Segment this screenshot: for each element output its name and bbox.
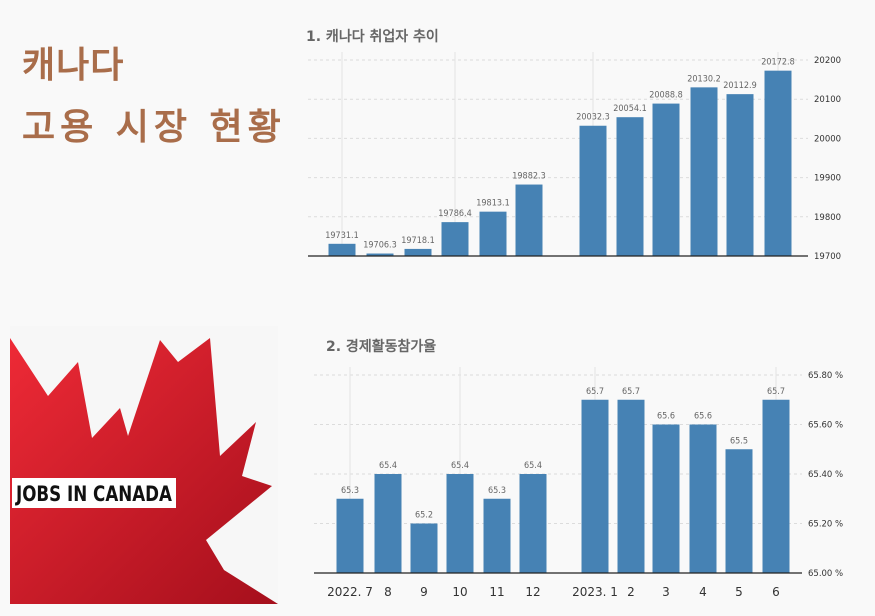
data-label: 20172.8 [761,58,794,68]
bar [446,474,474,573]
y-tick-label: 19800 [814,213,841,223]
x-tick-label: 2 [627,585,635,599]
chart-2-title: 2. 경제활동참가율 [326,339,437,355]
bar [726,94,754,257]
data-label: 65.3 [341,486,359,496]
y-tick-label: 19700 [814,252,841,262]
x-tick-label: 9 [420,585,428,599]
data-label: 65.5 [730,436,748,446]
data-label: 65.7 [622,387,640,397]
bar [725,449,753,573]
data-label: 65.3 [488,486,506,496]
data-label: 65.6 [694,412,712,422]
data-label: 65.7 [586,387,604,397]
x-tick-label: 11 [489,585,504,599]
bar [404,248,432,256]
data-label: 20112.9 [723,81,756,91]
data-label: 65.7 [767,387,785,397]
bar [652,424,680,573]
data-label: 65.4 [524,461,542,471]
x-tick-label: 5 [735,585,743,599]
bar [328,243,356,256]
data-label: 65.6 [657,412,675,422]
bar [515,184,543,256]
data-label: 19813.1 [476,199,509,209]
x-tick-label: 3 [662,585,670,599]
x-tick-label: 4 [699,585,707,599]
x-tick-label: 8 [384,585,392,599]
bar [617,399,645,573]
bar [764,70,792,256]
data-label: 65.4 [379,461,397,471]
data-label: 19706.3 [363,241,396,251]
heading-line-1: 캐나다 [22,45,125,86]
bar [483,498,511,573]
x-tick-label: 12 [525,585,540,599]
bar [441,222,469,256]
y-tick-label: 65.60 % [808,421,843,431]
logo-text-background [12,478,176,508]
data-label: 65.4 [451,461,469,471]
data-label: 20032.3 [576,113,609,123]
x-tick-label: 2022. 7 [327,585,373,599]
bar [616,117,644,256]
y-tick-label: 65.20 % [808,520,843,530]
data-label: 19882.3 [512,172,545,182]
bar [374,474,402,573]
x-tick-label: 6 [772,585,780,599]
bar [519,474,547,573]
data-label: 20054.1 [613,104,646,114]
data-label: 19731.1 [325,231,358,241]
data-label: 20088.8 [649,91,682,101]
chart-1-title: 1. 캐나다 취업자 추이 [306,29,439,45]
x-tick-label: 10 [452,585,467,599]
data-label: 20130.2 [687,74,720,84]
logo-text: JOBS IN CANADA [14,482,172,506]
y-tick-label: 20100 [814,95,841,105]
data-label: 19786.4 [438,209,471,219]
y-tick-label: 20000 [814,134,841,144]
y-tick-label: 20200 [814,56,841,66]
y-tick-label: 65.80 % [808,371,843,381]
y-tick-label: 19900 [814,174,841,184]
y-tick-label: 65.40 % [808,470,843,480]
bar [689,424,717,573]
bar [762,399,790,573]
bar [579,125,607,256]
employment-chart: 19700 19800 19900 20000 20100 20200 19731.1 197… [308,52,841,262]
bar [479,211,507,256]
data-label: 19718.1 [401,236,434,246]
maple-leaf-icon [10,338,278,604]
x-tick-label: 2023. 1 [572,585,618,599]
bar [336,498,364,573]
bar [366,253,394,256]
bar [410,523,438,573]
y-tick-label: 65.00 % [808,569,843,579]
data-label: 65.2 [415,511,433,521]
bar [581,399,609,573]
bar [690,87,718,256]
bar [652,103,680,257]
jobs-in-canada-logo: JOBS IN CANADA [10,326,278,604]
heading-line-2: 고용 시장 현황 [22,107,286,148]
